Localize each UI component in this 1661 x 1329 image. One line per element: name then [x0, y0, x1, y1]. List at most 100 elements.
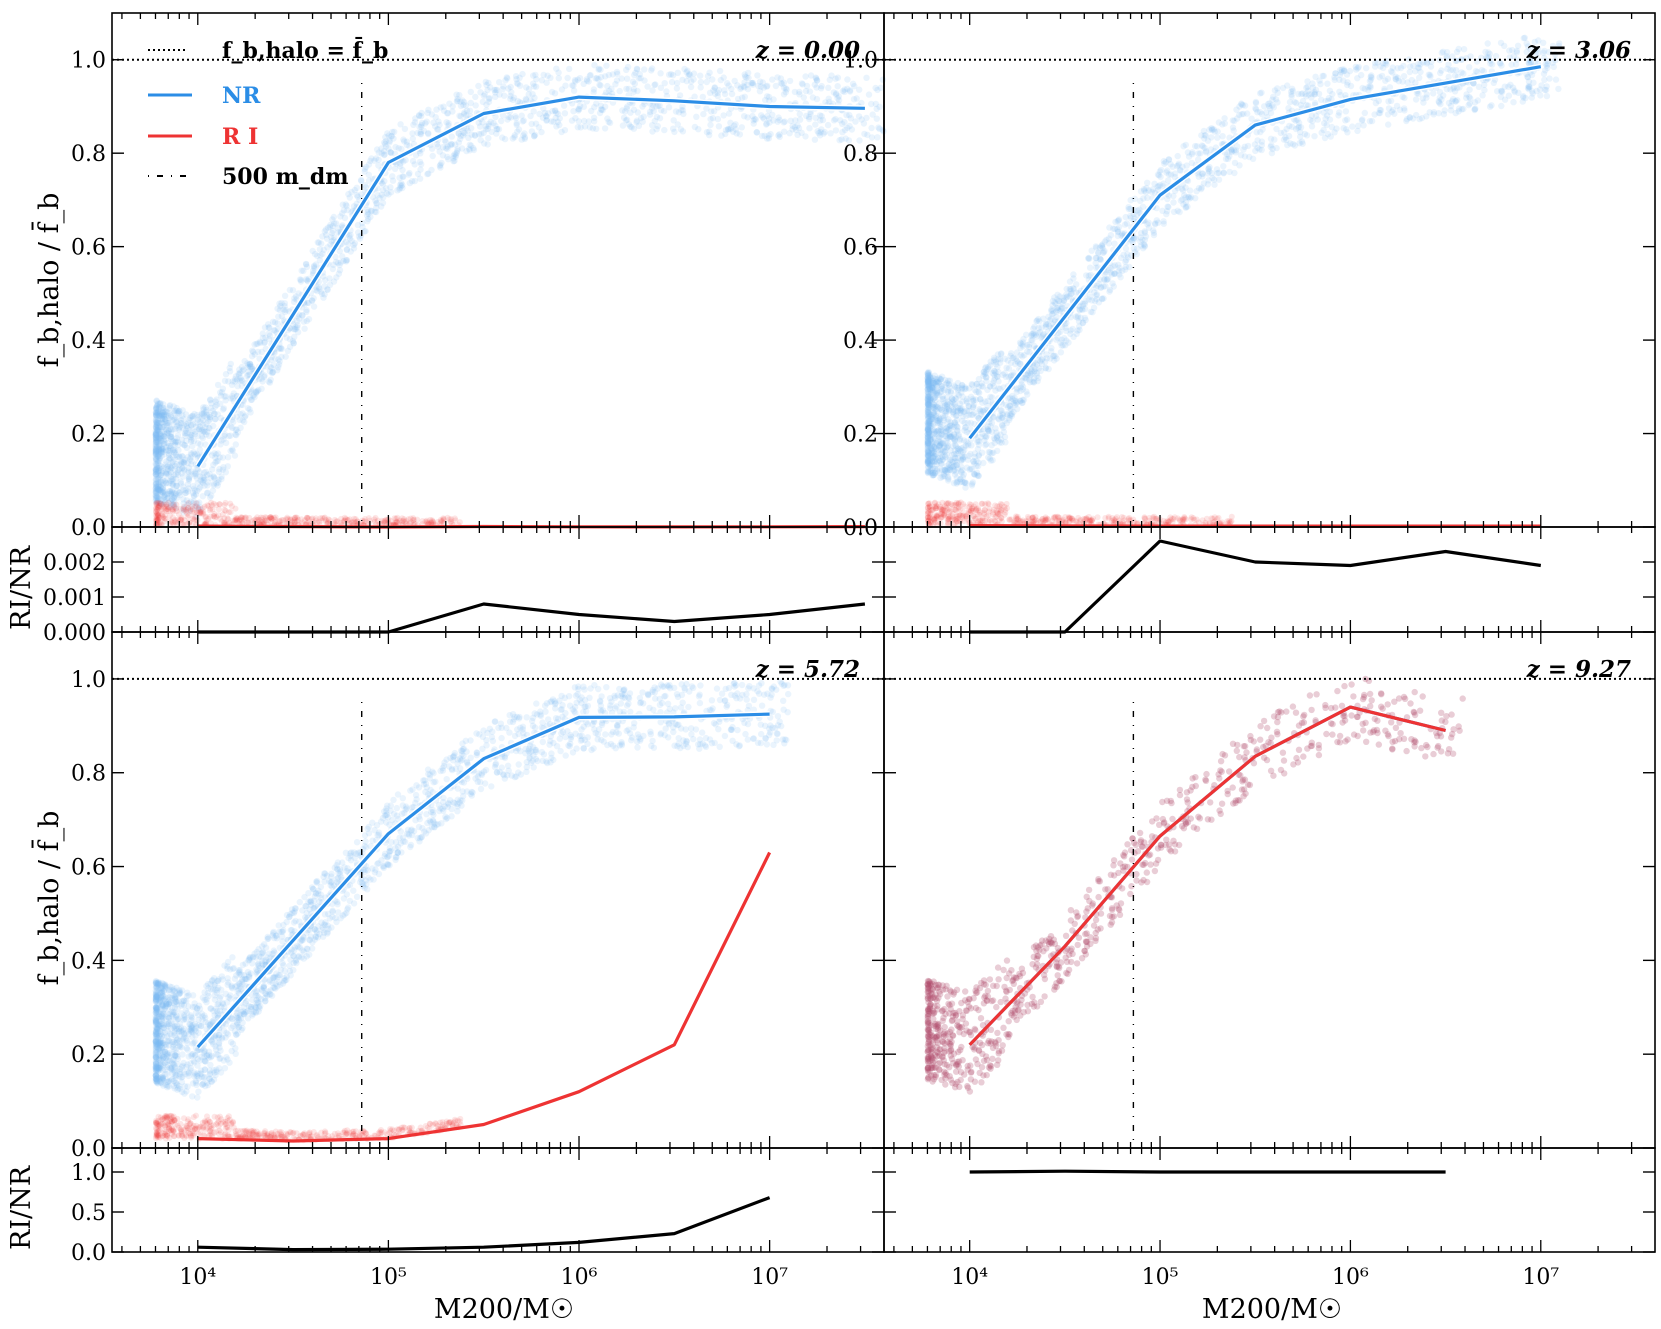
panel-2-scatter-point	[1115, 217, 1122, 224]
panel-2-scatter-point	[1198, 185, 1205, 193]
panel-1-scatter-point	[841, 126, 849, 134]
panel-1-scatter-point	[624, 63, 632, 71]
panel-1-scatter-point	[214, 482, 221, 489]
panel-1-scatter-point	[227, 360, 234, 368]
panel-1-scatter-point	[846, 88, 854, 95]
panel-1-scatter-ri-point	[169, 506, 175, 513]
panel-2-scatter-point	[1333, 125, 1340, 132]
panel-1-scatter-point	[444, 143, 451, 150]
panel-1-scatter-point	[653, 126, 660, 133]
panel-2-scatter-point	[1035, 374, 1042, 381]
panel-1-scatter-point	[234, 382, 241, 390]
panel-1-scatter-point	[623, 75, 631, 82]
panel-1-scatter-point	[649, 122, 656, 129]
panel-1-scatter-point	[326, 281, 334, 288]
panel-1-scatter-point	[769, 76, 776, 83]
panel-1-scatter-point	[739, 94, 746, 101]
panel-1-scatter-point	[161, 411, 169, 418]
panel-1-scatter-point	[803, 112, 810, 120]
panel-1-scatter-point	[583, 76, 590, 83]
panel-2-scatter-point	[1367, 82, 1374, 90]
panel-2-scatter-point	[988, 450, 995, 457]
panel-1-scatter-point	[598, 106, 605, 114]
panel-2-scatter-point	[1014, 399, 1021, 406]
panel-1-scatter-point	[445, 156, 452, 163]
panel-1-scatter-point	[454, 95, 461, 103]
panel-1-scatter-point	[221, 431, 229, 438]
panel-1-scatter-point	[749, 79, 756, 87]
panel-2-scatter-point	[1452, 98, 1460, 105]
panel-1-scatter-point	[175, 426, 183, 433]
panel-1-scatter-point	[548, 118, 555, 125]
panel-1-scatter-point	[418, 161, 425, 168]
panel-2-scatter-point	[1052, 336, 1060, 343]
panel-1-scatter-point	[225, 378, 232, 385]
panel-2-scatter-point	[1286, 122, 1293, 130]
panel-1-scatter-point	[566, 65, 573, 73]
panel-1-scatter-point	[182, 489, 189, 497]
panel-2-scatter-point	[1091, 297, 1099, 305]
panel-2-scatter-point	[1248, 115, 1255, 122]
panel-1-scatter-point	[591, 103, 598, 111]
panel-1-scatter-point	[212, 415, 219, 423]
panel-1-scatter-point	[222, 371, 230, 378]
panel-1-scatter-point	[178, 460, 185, 467]
panel-2-scatter-point	[1444, 65, 1451, 73]
panel-2-scatter-point	[927, 469, 934, 476]
panel-2-scatter-point	[1233, 106, 1240, 113]
panel-1-scatter-point	[389, 173, 396, 180]
panel-1-scatter-point	[470, 145, 477, 152]
panel-1-scatter-point	[331, 220, 338, 227]
panel-1-scatter-point	[355, 233, 363, 240]
panel-2-scatter-point	[1138, 242, 1145, 249]
panel-1-scatter-point	[258, 385, 265, 392]
panel-1-scatter-point	[199, 493, 206, 500]
panel-2-scatter-point	[1010, 354, 1017, 361]
panel-2-scatter-point	[1511, 88, 1518, 96]
panel-2-scatter-point	[1413, 111, 1420, 119]
panel-2-scatter-point	[960, 479, 968, 486]
panel-1-scatter-point	[704, 72, 712, 80]
panel-1-scatter-point	[330, 213, 337, 221]
panel-1-scatter-point	[310, 263, 318, 271]
panel-2-scatter-point	[1286, 98, 1294, 106]
panel-1-scatter-point	[166, 488, 174, 495]
panel-1-scatter-point	[363, 212, 371, 219]
panel-1-scatter-point	[167, 413, 175, 421]
panel-2-scatter-point	[1378, 72, 1386, 80]
panel-1-scatter-point	[481, 91, 488, 98]
panel-1-scatter-point	[342, 238, 350, 245]
panel-1-scatter-point	[873, 105, 880, 113]
panel-1-scatter-point	[538, 128, 545, 136]
panel-1-scatter-point	[155, 495, 162, 502]
panel-1-scatter-point	[620, 114, 628, 121]
panel-1-scatter-point	[241, 413, 248, 420]
panel-1-scatter-point	[648, 67, 655, 74]
panel-1-scatter-point	[397, 160, 404, 167]
panel-1-scatter-point	[164, 494, 171, 502]
panel-1-scatter-point	[818, 113, 825, 120]
panel-1-scatter-point	[641, 66, 648, 73]
panel-1-scatter-point	[670, 125, 677, 132]
panel-2-scatter-point	[1427, 73, 1434, 80]
panel-2-scatter-point	[1490, 79, 1498, 87]
panel-1-scatter-point	[575, 106, 583, 113]
panel-1-scatter-point	[703, 105, 710, 112]
panel-1-scatter-point	[528, 120, 535, 128]
panel-1-scatter-point	[382, 140, 389, 148]
panel-1-scatter-point	[547, 74, 554, 82]
panel-2-scatter-point	[1465, 101, 1472, 109]
panel-2-scatter-point	[1292, 125, 1300, 133]
panel-2-scatter-point	[982, 442, 989, 449]
panel-1-scatter-point	[207, 404, 215, 412]
panel-2-scatter-point	[924, 422, 931, 429]
panel-2-scatter-point	[1427, 63, 1435, 70]
panel-2-scatter-point	[1441, 107, 1448, 114]
panel-1-scatter-point	[523, 96, 530, 104]
panel-1-scatter-point	[210, 422, 217, 430]
panel-2-scatter-point	[1318, 129, 1325, 136]
panel-2-scatter-point	[1380, 64, 1387, 72]
panel-1-scatter-point	[687, 83, 695, 91]
panel-1-scatter-point	[833, 90, 840, 97]
panel-2-scatter-point	[1312, 73, 1319, 81]
